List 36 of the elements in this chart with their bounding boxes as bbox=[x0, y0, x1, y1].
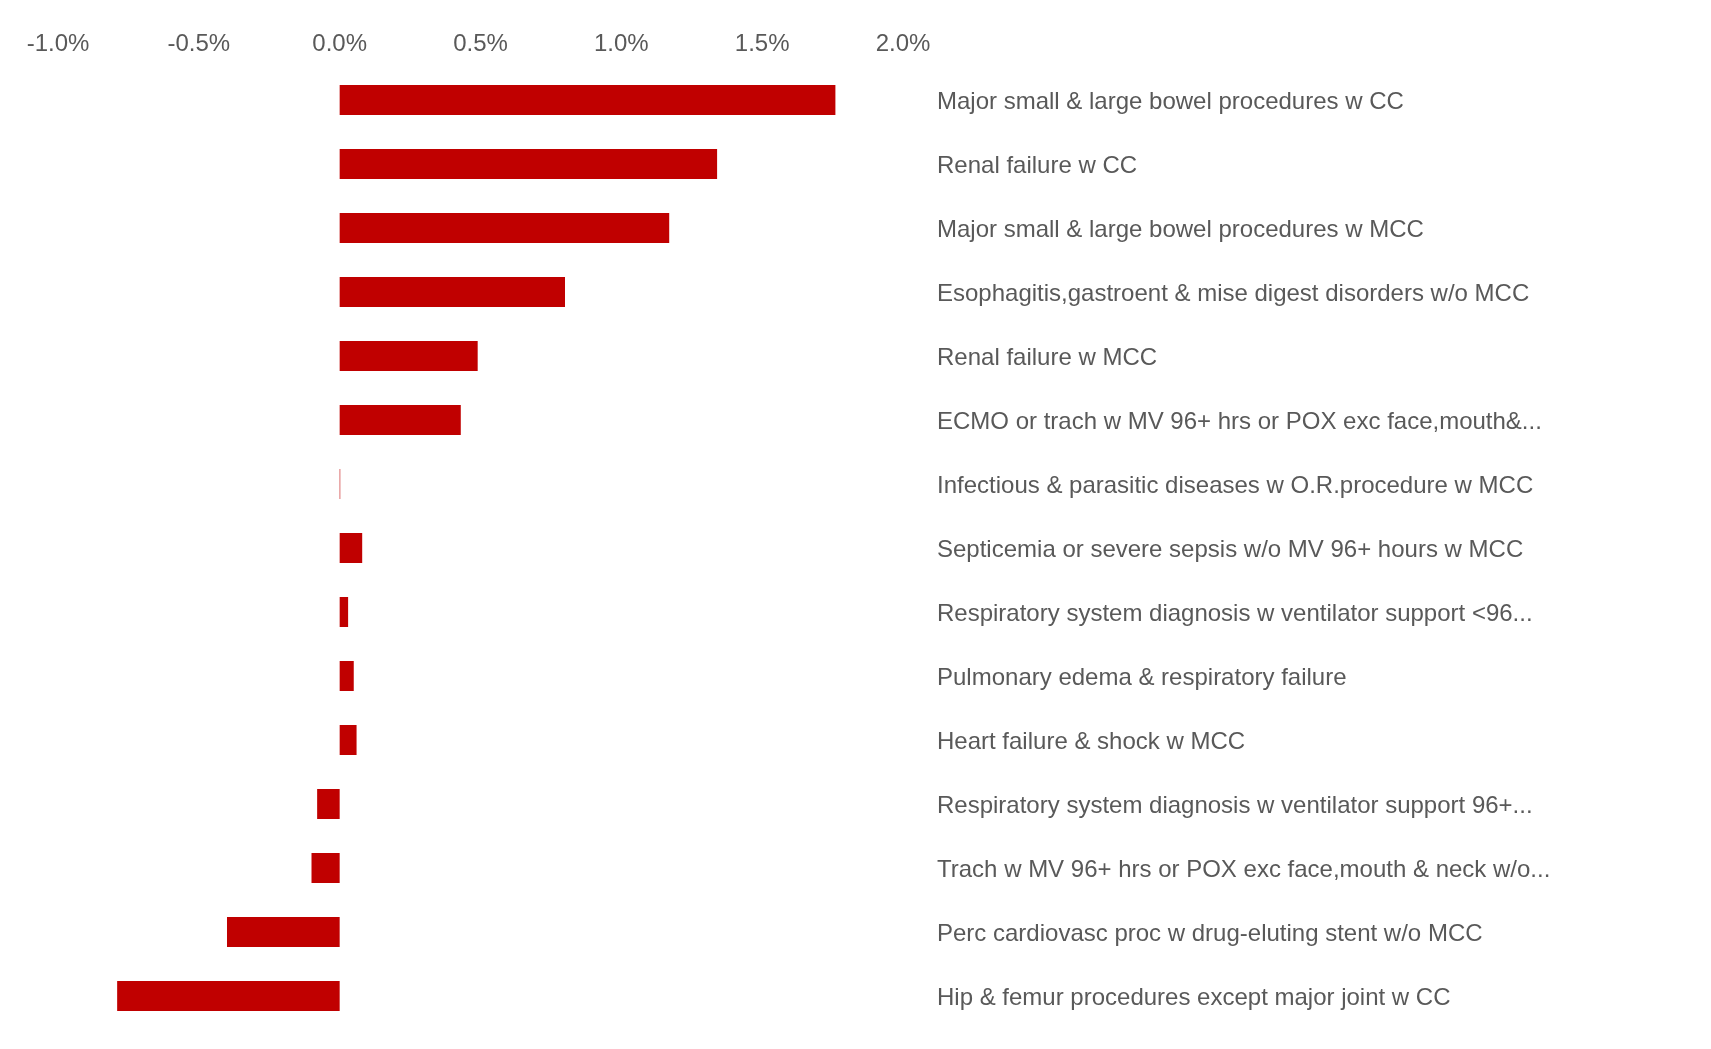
y-tick-label: Septicemia or severe sepsis w/o MV 96+ hours w MCC bbox=[937, 534, 1524, 562]
bar bbox=[339, 725, 357, 755]
bar bbox=[317, 789, 340, 819]
y-tick-label: Trach w MV 96+ hrs or POX exc face,mouth & neck w/o... bbox=[937, 854, 1551, 882]
x-tick-label: 2.0% bbox=[875, 28, 931, 56]
y-tick-label: Renal failure w MCC bbox=[937, 342, 1158, 370]
bar bbox=[339, 661, 354, 691]
y-tick-label: Infectious & parasitic diseases w O.R.procedure w MCC bbox=[937, 470, 1534, 498]
y-tick-label: Major small & large bowel procedures w MCC bbox=[937, 214, 1424, 242]
bar bbox=[227, 917, 340, 947]
bar bbox=[117, 981, 340, 1011]
y-tick-label: Perc cardiovasc proc w drug-eluting stent w/o MCC bbox=[937, 918, 1483, 946]
bar bbox=[339, 405, 461, 435]
x-tick-label: 0.0% bbox=[312, 28, 368, 56]
bar bbox=[339, 85, 836, 115]
bar bbox=[339, 213, 670, 243]
x-tick-label: 1.5% bbox=[734, 28, 790, 56]
y-tick-label: Respiratory system diagnosis w ventilator support 96+... bbox=[937, 790, 1533, 818]
bar bbox=[339, 341, 478, 371]
y-tick-label: Respiratory system diagnosis w ventilator support <96... bbox=[937, 598, 1533, 626]
y-tick-label: Pulmonary edema & respiratory failure bbox=[937, 662, 1347, 690]
y-tick-label: Esophagitis,gastroent & mise digest disorders w/o MCC bbox=[937, 278, 1530, 306]
bar bbox=[339, 277, 565, 307]
bar bbox=[339, 533, 363, 563]
y-tick-label: Hip & femur procedures except major joint w CC bbox=[937, 982, 1451, 1010]
x-tick-label: 1.0% bbox=[593, 28, 649, 56]
bar bbox=[311, 853, 340, 883]
x-tick-label: 0.5% bbox=[453, 28, 508, 56]
bar bbox=[339, 149, 718, 179]
x-tick-label: -0.5% bbox=[167, 28, 231, 56]
y-tick-label: ECMO or trach w MV 96+ hrs or POX exc face,mouth&... bbox=[937, 406, 1542, 434]
y-tick-label: Major small & large bowel procedures w CC bbox=[937, 86, 1404, 114]
bar bbox=[339, 597, 349, 627]
y-tick-label: Renal failure w CC bbox=[937, 150, 1138, 178]
x-tick-label: -1.0% bbox=[26, 28, 90, 56]
y-tick-label: Heart failure & shock w MCC bbox=[937, 726, 1246, 754]
